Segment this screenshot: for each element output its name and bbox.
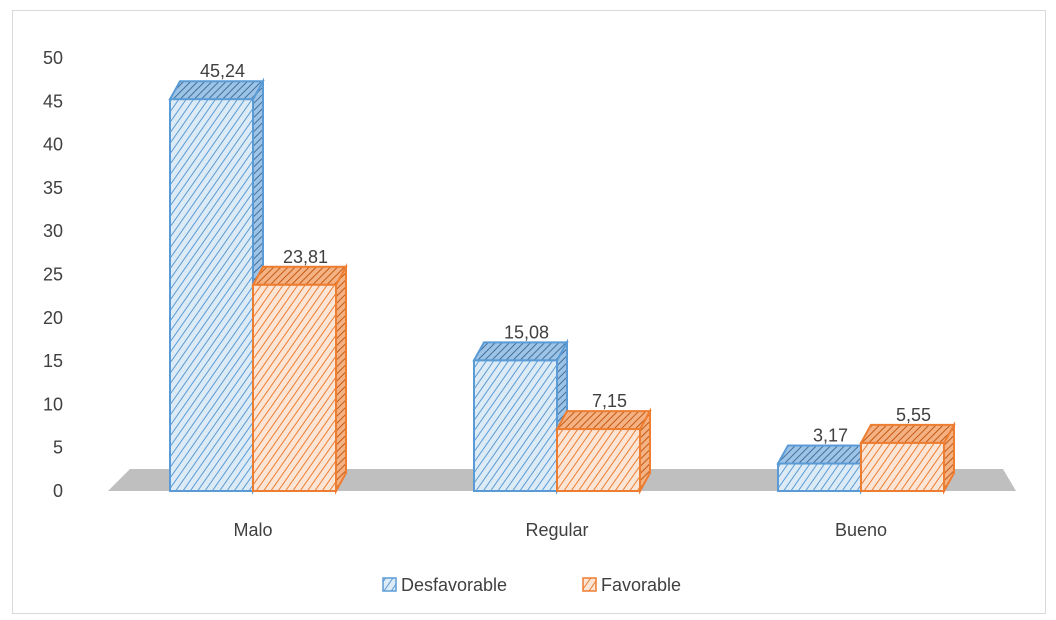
y-tick-label: 30	[43, 221, 63, 241]
y-tick-label: 0	[53, 481, 63, 501]
bar-top-favorable	[555, 410, 652, 431]
y-tick-label: 15	[43, 351, 63, 371]
y-tick-label: 25	[43, 265, 63, 285]
data-label: 3,17	[813, 426, 848, 446]
x-category-label: Regular	[525, 520, 588, 540]
bar-chart: 0 5 10 15 20 25 30 35 40 45 50 Malo Regular Bueno 45,…	[43, 48, 1016, 595]
bar-desfavorable	[169, 98, 254, 493]
data-label: 45,24	[200, 61, 245, 81]
y-tick-label: 10	[43, 394, 63, 414]
legend-item: Favorable	[582, 575, 681, 595]
bar-top-favorable	[859, 423, 956, 444]
x-category-label: Malo	[233, 520, 272, 540]
bar-desfavorable	[473, 359, 558, 492]
bar-favorable	[860, 441, 945, 493]
bar-top-desfavorable	[776, 444, 873, 465]
chart-frame: 0 5 10 15 20 25 30 35 40 45 50 Malo Regular Bueno 45,…	[12, 10, 1046, 614]
data-label: 7,15	[592, 391, 627, 411]
legend-swatch-desfavorable	[382, 577, 397, 592]
legend-swatch-favorable	[582, 577, 597, 592]
y-tick-label: 35	[43, 178, 63, 198]
y-tick-label: 5	[53, 438, 63, 458]
data-label: 5,55	[896, 405, 931, 425]
y-tick-label: 20	[43, 308, 63, 328]
legend-item: Desfavorable	[382, 575, 507, 595]
bar-side-favorable	[335, 262, 347, 495]
bar-top-desfavorable	[472, 341, 569, 362]
x-category-label: Bueno	[835, 520, 887, 540]
bar-top-favorable	[251, 265, 348, 286]
bar-top-desfavorable	[168, 80, 265, 101]
legend-label: Desfavorable	[401, 575, 507, 595]
bar-desfavorable	[777, 462, 862, 492]
bar-favorable	[252, 283, 337, 492]
data-label: 15,08	[504, 322, 549, 342]
y-tick-label: 50	[43, 48, 63, 68]
bar-favorable	[556, 428, 641, 492]
y-tick-label: 45	[43, 91, 63, 111]
y-tick-label: 40	[43, 135, 63, 155]
data-label: 23,81	[283, 247, 328, 267]
legend-label: Favorable	[601, 575, 681, 595]
